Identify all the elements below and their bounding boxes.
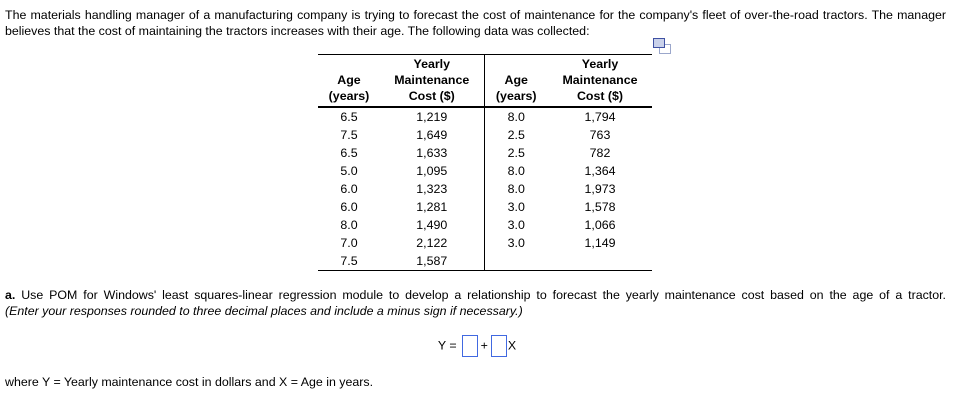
table-cell: 1,095 — [380, 162, 485, 180]
table-cell: 782 — [589, 146, 611, 160]
table-cell: 1,219 — [380, 107, 485, 126]
question-a-text: Use POM for Windows' least squares-linea… — [15, 288, 946, 302]
table-cell: 8.0 — [507, 110, 525, 124]
table-cell: 1,633 — [380, 144, 485, 162]
table-cell: 1,578 — [584, 200, 616, 214]
table-row: 7.0 2,122 3.0 1,149 — [318, 234, 652, 252]
table-cell: 3.0 — [507, 200, 525, 214]
table-cell: 1,149 — [584, 236, 616, 250]
question-a: a. Use POM for Windows' least squares-li… — [5, 287, 946, 319]
table-cell: 1,490 — [380, 216, 485, 234]
question-a-label: a. — [5, 288, 16, 302]
table-header-age-left: Age (years) — [318, 54, 380, 108]
table-cell: 1,587 — [380, 252, 485, 271]
table-cell: 1,066 — [584, 218, 616, 232]
copy-table-icon[interactable] — [653, 38, 672, 55]
table-cell: 8.0 — [507, 164, 525, 178]
table-cell: 1,973 — [584, 182, 616, 196]
table-cell: 6.0 — [340, 200, 358, 214]
copy-table-icon-front-square — [653, 38, 665, 48]
equation: Y = + X — [0, 332, 954, 359]
table-row: 6.5 1,633 2.5 782 — [318, 144, 652, 162]
data-table-container: Age (years) Yearly Maintenance Cost ($) … — [318, 38, 671, 271]
table-cell: 2,122 — [380, 234, 485, 252]
table-cell: 7.5 — [340, 254, 358, 268]
table-cell: 7.5 — [340, 128, 358, 142]
table-cell: 1,649 — [380, 126, 485, 144]
equation-plus-sign: + — [480, 338, 488, 353]
table-cell: 1,281 — [380, 198, 485, 216]
table-cell: 1,794 — [584, 110, 616, 124]
table-cell: 2.5 — [507, 146, 525, 160]
table-header-cost-right: Yearly Maintenance Cost ($) — [548, 54, 652, 108]
table-cell: 3.0 — [507, 218, 525, 232]
table-row: 8.0 1,490 3.0 1,066 — [318, 216, 652, 234]
table-cell: 6.0 — [340, 182, 358, 196]
question-a-statement: a. Use POM for Windows' least squares-li… — [5, 287, 946, 303]
table-cell: 763 — [589, 128, 611, 142]
table-cell: 7.0 — [340, 236, 358, 250]
problem-statement: The materials handling manager of a manu… — [5, 8, 946, 38]
table-cell: 3.0 — [507, 236, 525, 250]
table-header-cost-left: Yearly Maintenance Cost ($) — [380, 54, 485, 108]
table-cell — [548, 252, 652, 271]
table-cell: 1,364 — [584, 164, 616, 178]
table-row: 7.5 1,649 2.5 763 — [318, 126, 652, 144]
table-cell: 8.0 — [507, 182, 525, 196]
intercept-input[interactable] — [461, 334, 478, 357]
copy-table-icon-back-square — [659, 44, 671, 54]
table-row: 7.5 1,587 — [318, 252, 652, 271]
table-cell: 8.0 — [340, 218, 358, 232]
table-cell: 1,323 — [380, 180, 485, 198]
table-header-row: Age (years) Yearly Maintenance Cost ($) … — [318, 54, 652, 108]
equation-y-equals: Y = — [437, 338, 457, 353]
slope-input[interactable] — [490, 334, 507, 357]
equation-x-label: X — [507, 338, 517, 353]
table-row: 6.0 1,323 8.0 1,973 — [318, 180, 652, 198]
table-header-age-right: Age (years) — [484, 54, 548, 108]
table-row: 6.0 1,281 3.0 1,578 — [318, 198, 652, 216]
table-cell: 6.5 — [340, 110, 358, 124]
table-cell: 6.5 — [340, 146, 358, 160]
variable-definitions: where Y = Yearly maintenance cost in dol… — [5, 374, 374, 389]
table-row: 5.0 1,095 8.0 1,364 — [318, 162, 652, 180]
table-cell — [484, 252, 548, 271]
table-cell: 5.0 — [340, 164, 358, 178]
table-cell: 2.5 — [507, 128, 525, 142]
table-row: 6.5 1,219 8.0 1,794 — [318, 107, 652, 126]
data-table: Age (years) Yearly Maintenance Cost ($) … — [318, 54, 652, 271]
answer-format-instruction: (Enter your responses rounded to three d… — [5, 304, 523, 318]
